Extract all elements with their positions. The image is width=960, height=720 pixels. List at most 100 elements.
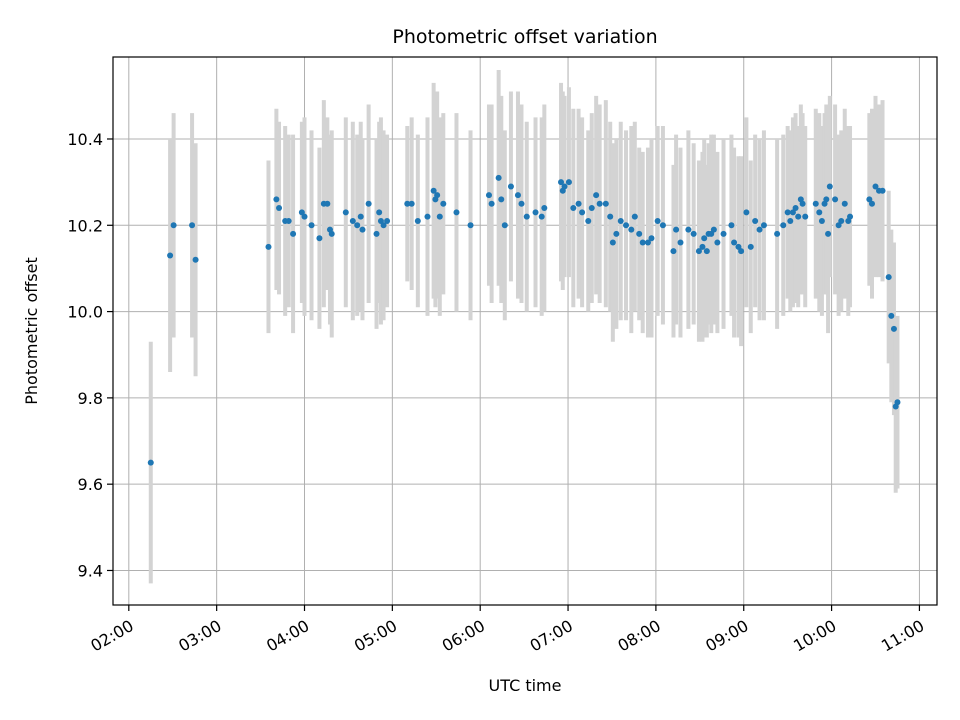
data-point: [701, 235, 708, 242]
data-point: [752, 217, 759, 224]
data-point: [170, 222, 177, 229]
data-point: [685, 226, 692, 233]
data-point: [585, 217, 592, 224]
data-point: [818, 217, 825, 224]
data-point: [639, 239, 646, 246]
data-point: [673, 226, 680, 233]
data-point: [276, 205, 283, 212]
data-point: [607, 213, 614, 220]
data-point: [628, 226, 635, 233]
data-point: [677, 239, 684, 246]
data-point: [324, 200, 331, 207]
y-tick-label: 10.2: [67, 216, 103, 235]
data-point: [780, 222, 787, 229]
data-point: [507, 183, 514, 190]
data-point: [795, 213, 802, 220]
data-point: [636, 230, 643, 237]
data-point: [872, 183, 879, 190]
data-point: [285, 217, 292, 224]
data-points: [147, 174, 901, 466]
data-point: [728, 222, 735, 229]
data-point: [532, 209, 539, 216]
data-point: [498, 196, 505, 203]
data-point: [894, 399, 901, 406]
data-point: [756, 226, 763, 233]
data-point: [316, 235, 323, 242]
data-point: [408, 200, 415, 207]
data-point: [890, 325, 897, 332]
data-point: [835, 222, 842, 229]
data-point: [735, 243, 742, 250]
data-point: [609, 239, 616, 246]
data-point: [784, 209, 791, 216]
data-point: [189, 222, 196, 229]
data-point: [404, 200, 411, 207]
data-point: [885, 274, 892, 281]
data-point: [538, 213, 545, 220]
data-point: [648, 235, 655, 242]
data-point: [714, 239, 721, 246]
data-point: [273, 196, 280, 203]
data-point: [192, 256, 199, 263]
data-point: [774, 230, 781, 237]
data-point: [832, 196, 839, 203]
data-point: [792, 205, 799, 212]
data-point: [147, 459, 154, 466]
data-point: [167, 252, 174, 259]
data-point: [440, 200, 447, 207]
data-point: [787, 217, 794, 224]
data-point: [613, 230, 620, 237]
data-point: [743, 209, 750, 216]
data-point: [738, 248, 745, 255]
data-point: [436, 213, 443, 220]
data-point: [644, 239, 651, 246]
data-point: [328, 230, 335, 237]
data-point: [488, 200, 495, 207]
data-point: [558, 179, 565, 186]
data-point: [847, 213, 854, 220]
data-point: [349, 217, 356, 224]
data-point: [841, 200, 848, 207]
data-point: [424, 213, 431, 220]
data-point: [365, 200, 372, 207]
data-point: [731, 239, 738, 246]
data-point: [414, 217, 421, 224]
data-point: [602, 200, 609, 207]
data-point: [699, 243, 706, 250]
data-point: [623, 222, 630, 229]
data-point: [377, 217, 384, 224]
data-point: [501, 222, 508, 229]
data-point: [467, 222, 474, 229]
data-point: [298, 209, 305, 216]
chart-title: Photometric offset variation: [392, 26, 657, 48]
data-point: [789, 209, 796, 216]
data-point: [376, 209, 383, 216]
data-point: [384, 217, 391, 224]
data-point: [617, 217, 624, 224]
data-point: [588, 205, 595, 212]
y-tick-label: 9.6: [78, 475, 103, 494]
data-point: [565, 179, 572, 186]
plot-frame: [112, 56, 938, 606]
data-point: [659, 222, 666, 229]
data-point: [541, 205, 548, 212]
data-point: [575, 200, 582, 207]
data-point: [747, 243, 754, 250]
data-point: [430, 187, 437, 194]
data-point: [708, 230, 715, 237]
data-point: [654, 217, 661, 224]
data-point: [579, 209, 586, 216]
data-point: [838, 217, 845, 224]
data-point: [826, 183, 833, 190]
data-point: [631, 213, 638, 220]
data-point: [514, 192, 521, 199]
data-point: [799, 200, 806, 207]
y-tick-label: 10.0: [67, 303, 103, 322]
data-point: [866, 196, 873, 203]
data-point: [290, 230, 297, 237]
data-point: [703, 248, 710, 255]
data-point: [879, 187, 886, 194]
data-point: [670, 248, 677, 255]
x-axis-label: UTC time: [489, 676, 562, 695]
